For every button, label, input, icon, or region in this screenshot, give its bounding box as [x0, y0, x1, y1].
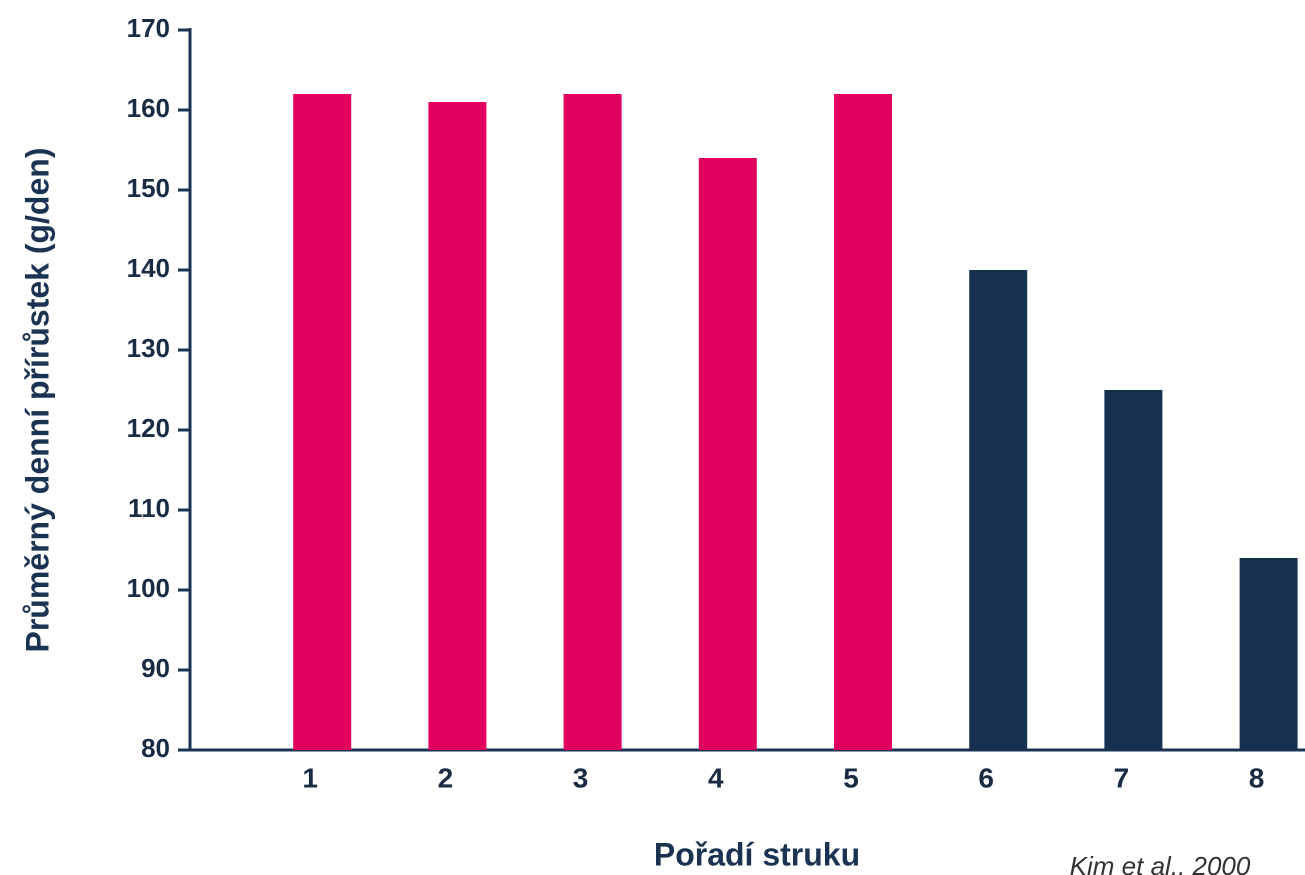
y-tick-label: 130: [127, 333, 170, 363]
x-tick-label: 4: [708, 762, 724, 793]
bar: [293, 94, 352, 750]
bar: [563, 94, 622, 750]
source-note: Kim et al., 2000: [1070, 851, 1251, 875]
bar: [1104, 390, 1163, 750]
bar: [969, 270, 1028, 750]
x-tick-label: 5: [843, 762, 859, 793]
x-tick-label: 7: [1114, 762, 1130, 793]
bar: [834, 94, 892, 750]
bar: [698, 158, 757, 750]
y-tick-label: 140: [127, 253, 170, 283]
x-tick-label: 1: [302, 762, 318, 793]
x-tick-label: 8: [1249, 762, 1265, 793]
y-tick-label: 90: [141, 653, 170, 683]
y-tick-label: 80: [141, 733, 170, 763]
y-axis-label: Průměrný denní přírůstek (g/den): [19, 148, 55, 653]
x-tick-label: 3: [573, 762, 589, 793]
x-tick-label: 6: [978, 762, 994, 793]
y-tick-label: 170: [127, 13, 170, 43]
y-tick-label: 100: [127, 573, 170, 603]
bar: [1239, 558, 1298, 750]
y-tick-label: 120: [127, 413, 170, 443]
bar: [428, 102, 487, 750]
y-tick-label: 110: [128, 493, 170, 523]
y-tick-label: 160: [127, 93, 170, 123]
x-tick-label: 2: [438, 762, 454, 793]
y-tick-label: 150: [127, 173, 170, 203]
x-axis-label: Pořadí struku: [654, 836, 860, 872]
